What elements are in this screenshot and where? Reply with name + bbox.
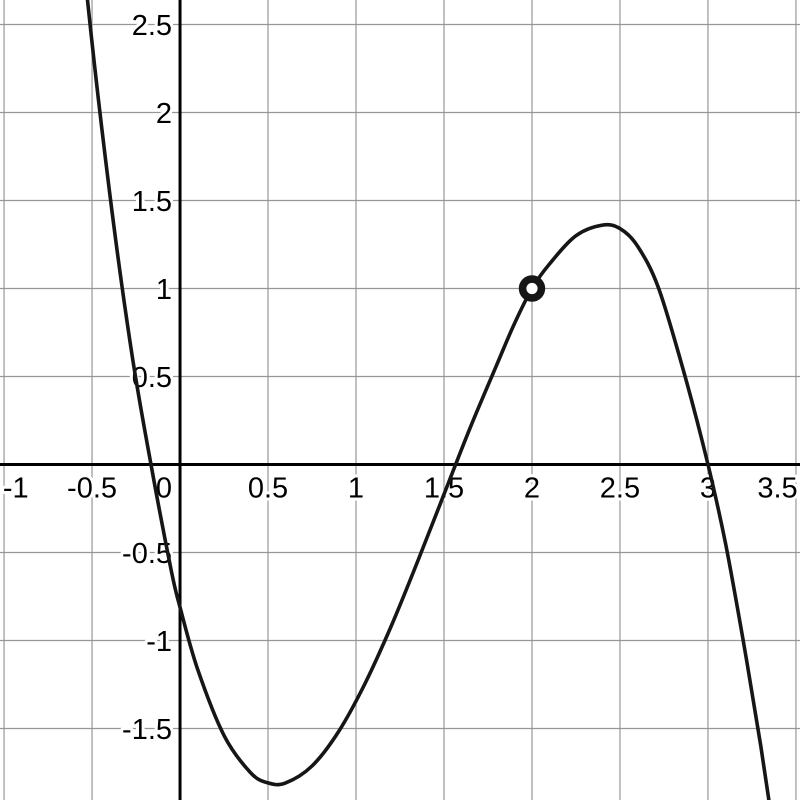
x-tick-label: 3.5	[757, 473, 797, 505]
y-tick-label: 2.5	[132, 10, 172, 42]
y-tick-label: 1.5	[132, 186, 172, 218]
y-tick-label: 2	[156, 98, 172, 130]
x-tick-label: -0.5	[67, 473, 117, 505]
x-tick-label: -1	[3, 473, 29, 505]
open-point-marker[interactable]	[518, 275, 546, 302]
x-tick-label: 1	[348, 473, 364, 505]
function-curve-group	[60, 0, 800, 800]
y-tick-label: -1.5	[122, 714, 172, 746]
x-tick-label: 2	[524, 473, 540, 505]
function-curve[interactable]	[60, 0, 800, 800]
x-tick-label: 0.5	[248, 473, 288, 505]
y-tick-label: 1	[156, 274, 172, 306]
tick-labels: -1 -0.5 0.5 1 1.5 2 2.5 3 3.52.521.510.5-0.5-1-1…	[0, 7, 800, 749]
y-tick-label: -1	[146, 626, 172, 658]
x-tick-label: 1.5	[424, 473, 464, 505]
open-point-group	[518, 275, 546, 302]
x-tick-label: 2.5	[600, 473, 640, 505]
